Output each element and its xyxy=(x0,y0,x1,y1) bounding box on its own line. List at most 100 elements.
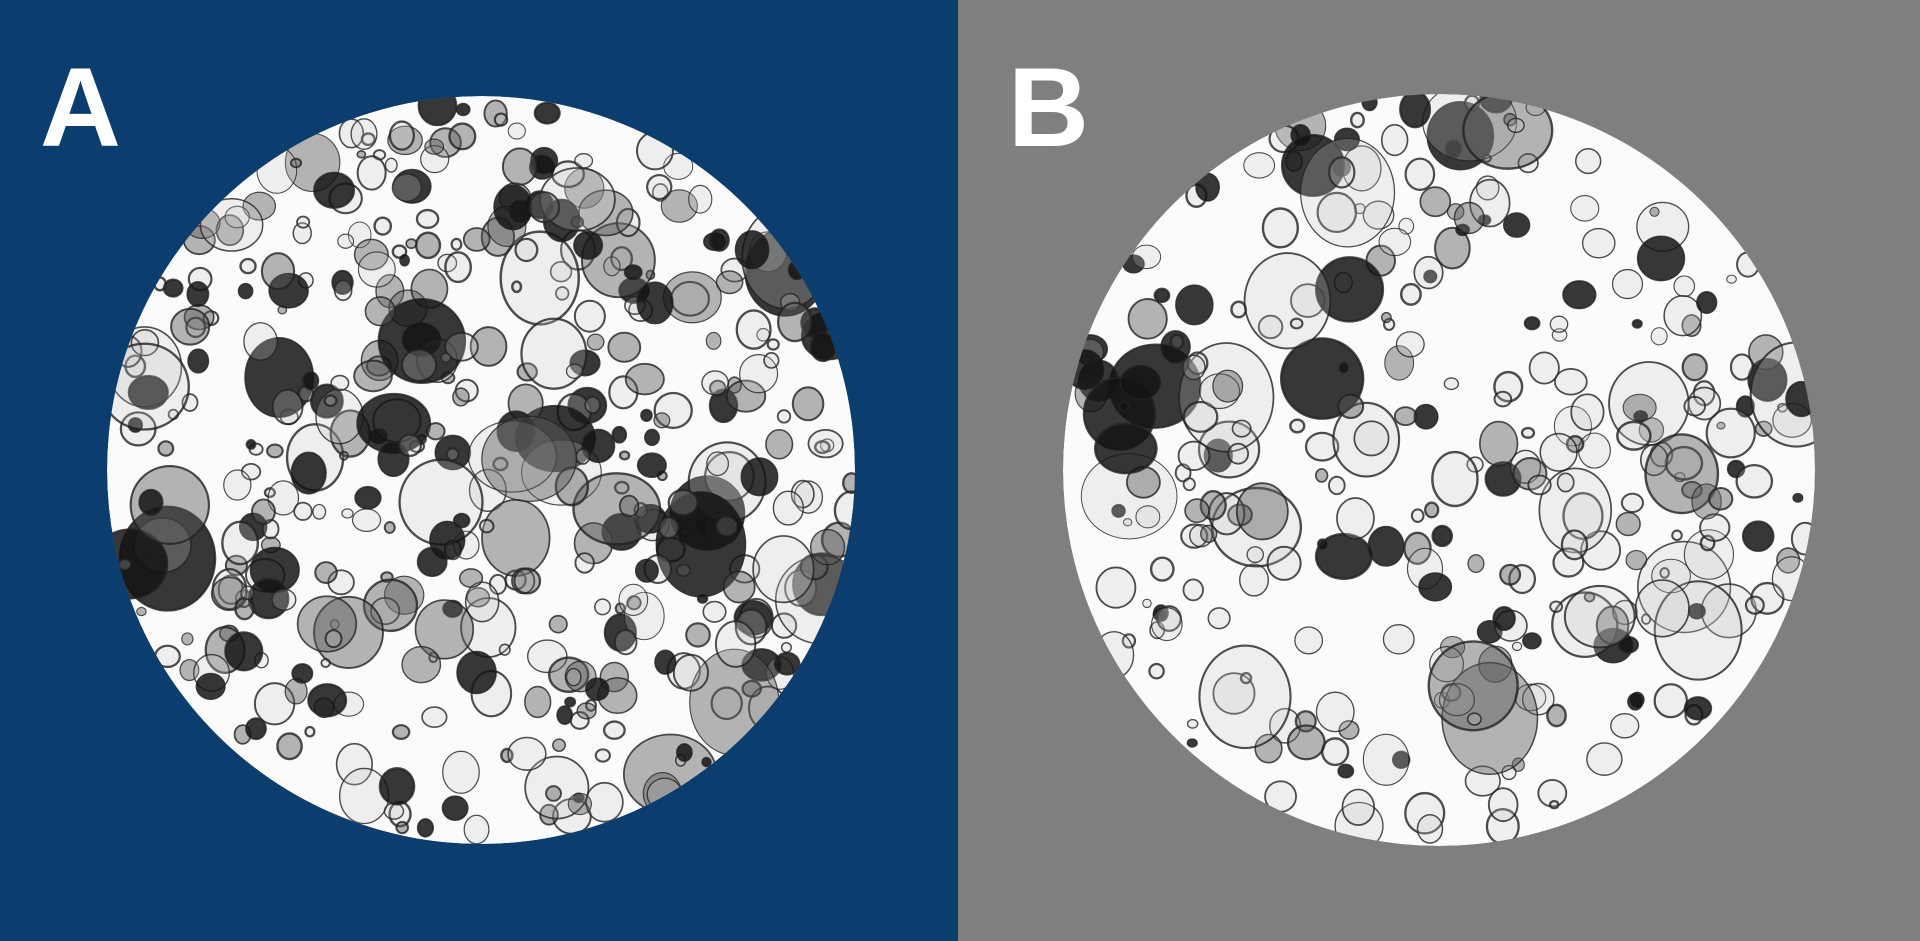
organoid xyxy=(1523,316,1541,331)
organoid xyxy=(444,251,472,284)
organoid xyxy=(1729,353,1754,381)
organoid xyxy=(416,818,435,838)
organoid xyxy=(1131,244,1162,270)
organoid xyxy=(575,448,591,465)
organoid xyxy=(1548,799,1560,810)
organoid xyxy=(351,508,382,532)
organoid xyxy=(478,518,495,534)
organoid xyxy=(195,672,226,700)
organoid xyxy=(441,795,469,821)
organoid xyxy=(455,102,471,117)
organoid xyxy=(1549,600,1564,613)
organoid xyxy=(1777,402,1788,413)
organoid xyxy=(1699,513,1731,542)
organoid xyxy=(1230,300,1248,319)
organoid xyxy=(1634,579,1690,638)
organoid xyxy=(555,286,570,301)
organoid xyxy=(573,299,606,333)
organoid xyxy=(594,748,611,763)
organoid xyxy=(833,490,855,531)
organoid xyxy=(240,585,255,600)
organoid xyxy=(1404,157,1436,191)
organoid xyxy=(636,281,674,325)
organoid xyxy=(245,717,267,741)
organoid xyxy=(414,231,442,260)
organoid xyxy=(1399,94,1432,129)
organoid xyxy=(1653,683,1688,719)
organoid xyxy=(603,256,621,277)
organoid xyxy=(1434,226,1471,270)
organoid xyxy=(740,457,779,497)
organoid xyxy=(1546,703,1567,728)
organoid xyxy=(623,591,665,641)
organoid xyxy=(524,685,552,719)
organoid xyxy=(1315,691,1355,733)
organoid xyxy=(464,581,500,623)
organoid xyxy=(1522,632,1542,650)
organoid xyxy=(1771,556,1812,602)
organoid xyxy=(1378,227,1412,257)
organoid xyxy=(1493,390,1513,408)
organoid xyxy=(610,246,634,272)
organoid xyxy=(1186,718,1199,729)
organoid xyxy=(574,552,595,574)
organoid xyxy=(437,253,458,273)
organoid xyxy=(1264,780,1297,813)
organoid xyxy=(331,269,354,295)
organoid xyxy=(378,767,416,806)
organoid xyxy=(323,394,338,408)
organoid xyxy=(383,521,396,534)
organoid xyxy=(1570,195,1600,222)
organoid xyxy=(1328,156,1356,189)
organoid xyxy=(425,422,446,441)
organoid xyxy=(607,331,642,363)
organoid xyxy=(170,307,211,346)
organoid xyxy=(362,578,419,633)
organoid xyxy=(626,595,642,611)
organoid xyxy=(223,469,252,501)
organoid xyxy=(333,279,353,302)
organoid xyxy=(481,415,578,502)
organoid xyxy=(237,282,254,300)
organoid xyxy=(356,155,387,191)
organoid xyxy=(772,490,805,526)
organoid xyxy=(1119,364,1162,401)
organoid xyxy=(1744,595,1765,615)
organoid xyxy=(234,597,255,621)
organoid xyxy=(1332,401,1401,478)
organoid xyxy=(526,639,568,674)
organoid xyxy=(1127,298,1168,340)
organoid xyxy=(1320,737,1350,767)
organoid xyxy=(1556,472,1575,493)
organoid xyxy=(640,408,653,422)
organoid xyxy=(564,696,577,708)
organoid xyxy=(1314,256,1385,323)
organoid xyxy=(1673,275,1696,297)
organoid xyxy=(1429,645,1465,683)
organoid xyxy=(1503,112,1517,127)
organoid xyxy=(1747,357,1788,402)
organoid xyxy=(752,535,815,604)
organoid xyxy=(688,184,713,214)
organoid xyxy=(1200,524,1218,544)
organoid xyxy=(1212,369,1244,403)
organoid xyxy=(672,653,710,692)
organoid xyxy=(545,785,562,802)
organoid xyxy=(399,253,410,267)
organoid xyxy=(701,756,712,768)
organoid xyxy=(1637,540,1732,634)
organoid xyxy=(513,567,542,595)
organoid xyxy=(320,658,331,668)
organoid xyxy=(1636,235,1686,282)
organoid xyxy=(339,450,349,461)
organoid xyxy=(1438,683,1476,717)
organoid xyxy=(813,440,831,455)
organoid xyxy=(1792,492,1804,503)
organoid xyxy=(276,732,303,761)
organoid xyxy=(221,520,260,566)
organoid xyxy=(1111,503,1126,518)
organoid xyxy=(1203,438,1233,473)
organoid xyxy=(549,261,573,283)
organoid xyxy=(1231,419,1252,438)
organoid xyxy=(685,622,711,648)
